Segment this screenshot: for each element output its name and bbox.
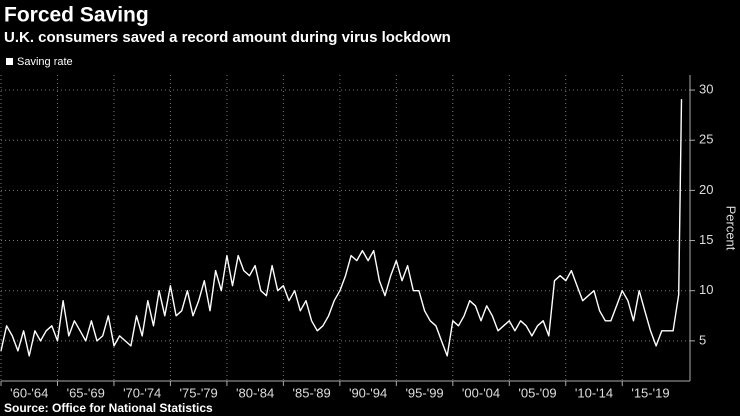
x-tick-label: '75-'79 xyxy=(180,385,218,400)
x-tick-label: '90-'94 xyxy=(349,385,387,400)
legend-swatch xyxy=(6,58,13,65)
y-tick-label: 30 xyxy=(699,81,713,96)
y-tick-label: 25 xyxy=(699,132,713,147)
chart-title: Forced Saving xyxy=(4,4,149,27)
y-axis-label: Percent xyxy=(724,206,739,251)
chart-subtitle: U.K. consumers saved a record amount dur… xyxy=(4,29,451,46)
x-tick-label: '05-'09 xyxy=(518,385,556,400)
source: Source: Office for National Statistics xyxy=(4,401,213,415)
x-tick-label: '00-'04 xyxy=(462,385,500,400)
x-tick-label: '65-'69 xyxy=(67,385,105,400)
x-tick-label: '15-'19 xyxy=(631,385,669,400)
x-tick-label: '60-'64 xyxy=(10,385,48,400)
legend-label: Saving rate xyxy=(17,56,73,68)
y-tick-label: 10 xyxy=(699,282,713,297)
x-tick-label: '10-'14 xyxy=(575,385,613,400)
x-tick-label: '80-'84 xyxy=(236,385,274,400)
y-tick-label: 5 xyxy=(699,332,706,347)
x-tick-label: '95-'99 xyxy=(405,385,443,400)
x-tick-label: '85-'89 xyxy=(293,385,331,400)
data-line xyxy=(0,99,683,357)
x-tick-label: '70-'74 xyxy=(123,385,161,400)
y-tick-label: 20 xyxy=(699,182,713,197)
y-tick-label: 15 xyxy=(699,232,713,247)
